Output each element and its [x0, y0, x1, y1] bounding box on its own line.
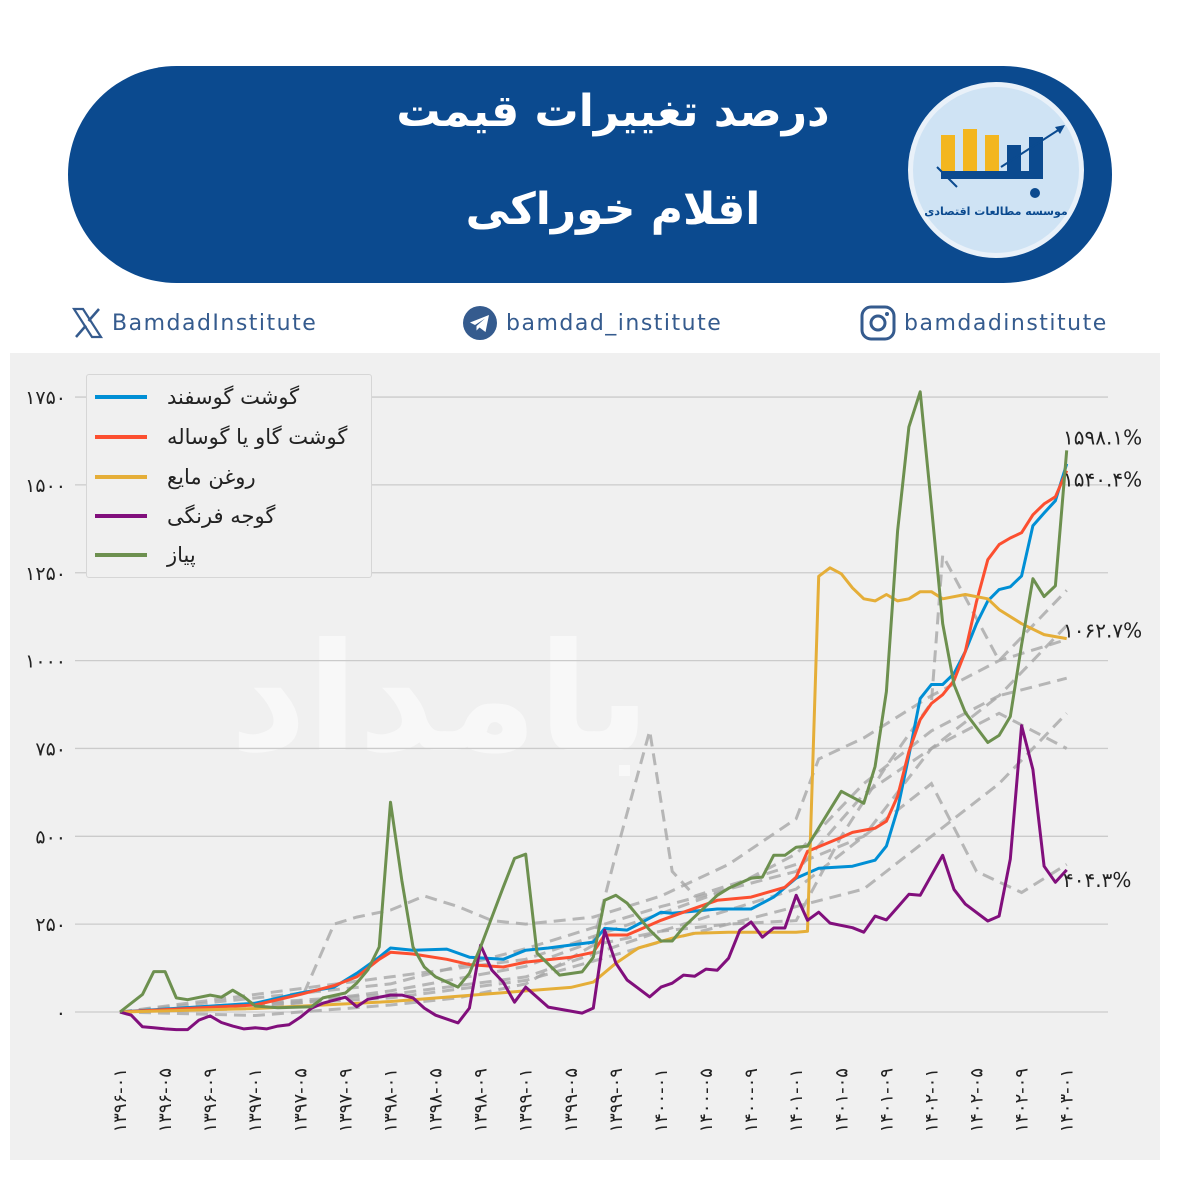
y-tick-label: ۱۲۵۰	[25, 563, 66, 585]
y-tick-label: ۰	[56, 1002, 66, 1024]
legend-label: گوشت گوسفند	[167, 385, 300, 409]
chart-legend: گوشت گوسفند گوشت گاو یا گوساله روغن مایع…	[86, 374, 372, 578]
social-telegram[interactable]: bamdad_institute	[462, 304, 722, 342]
line-chart: بامداد ۰ ۲۵۰ ۵۰۰ ۷۵۰ ۱۰۰۰ ۱۲۵۰ ۱۵۰۰ ۱۷۵۰ ۱۳۹۶-۰…	[25, 387, 1142, 1133]
series-line-onion	[119, 390, 1069, 1014]
series-line-beef	[119, 470, 1069, 1014]
x-tick-label: ۱۳۹۶-۰۹	[200, 1068, 221, 1133]
x-tick-label: ۱۳۹۹-۰۹	[606, 1068, 627, 1133]
instagram-handle[interactable]: bamdadinstitute	[904, 310, 1108, 336]
series-line-cooking-oil	[119, 566, 1067, 1014]
other-item-series-line	[119, 781, 1068, 1014]
x-tick-label: ۱۳۹۶-۰۱	[110, 1068, 131, 1133]
legend-swatch	[95, 553, 147, 557]
x-tick-label: ۱۳۹۸-۰۵	[426, 1068, 447, 1133]
x-tick-label: ۱۳۹۶-۰۵	[155, 1068, 176, 1133]
legend-swatch	[95, 435, 147, 439]
y-tick-label: ۷۵۰	[35, 738, 66, 760]
x-tick-label: ۱۳۹۷-۰۵	[290, 1068, 311, 1133]
x-tick-label: ۱۴۰۰-۰۹	[741, 1068, 762, 1133]
x-tick-label: ۱۳۹۷-۰۹	[335, 1068, 356, 1133]
end-value-annotation: ۱۵۹۸.۱%	[1063, 425, 1142, 449]
x-tick-label: ۱۳۹۷-۰۱	[245, 1068, 266, 1133]
y-tick-label: ۱۰۰۰	[25, 651, 66, 673]
x-tick-label: ۱۴۰۱-۰۱	[786, 1068, 807, 1133]
legend-swatch	[95, 395, 147, 399]
end-value-annotation: ۱۵۴۰.۴%	[1063, 468, 1142, 492]
y-tick-label: ۵۰۰	[35, 826, 66, 848]
y-tick-label: ۱۵۰۰	[25, 475, 66, 497]
x-tick-label: ۱۳۹۹-۰۵	[561, 1068, 582, 1133]
legend-item-sheep-meat: گوشت گوسفند	[95, 377, 299, 417]
x-tick-label: ۱۴۰۳-۰۱	[1057, 1068, 1078, 1133]
other-item-series-line	[119, 549, 1068, 1018]
legend-label: گوجه فرنگی	[167, 504, 276, 528]
page-title-line-2: اقلام خوراکی	[465, 184, 761, 235]
telegram-icon	[463, 306, 497, 340]
social-x[interactable]: BamdadInstitute	[70, 304, 317, 342]
legend-swatch	[95, 475, 147, 479]
bamdad-logo: موسسه مطالعات اقتصادی	[908, 82, 1084, 258]
x-tick-label: ۱۴۰۲-۰۱	[921, 1068, 942, 1133]
x-tick-label: ۱۳۹۸-۰۱	[380, 1068, 401, 1133]
telegram-handle[interactable]: bamdad_institute	[506, 310, 723, 336]
y-tick-label: ۱۷۵۰	[25, 387, 66, 409]
x-tick-label: ۱۴۰۲-۰۵	[967, 1068, 988, 1133]
legend-label: روغن مایع	[167, 465, 256, 489]
end-value-annotation: ۱۰۶۲.۷%	[1063, 619, 1142, 643]
other-item-series-line	[119, 676, 1068, 1014]
x-tick-label: ۱۴۰۰-۰۵	[696, 1068, 717, 1133]
x-tick-label: ۱۴۰۰-۰۱	[651, 1068, 672, 1133]
legend-item-beef: گوشت گاو یا گوساله	[95, 417, 347, 457]
watermark-logo: بامداد	[230, 612, 651, 786]
x-handle[interactable]: BamdadInstitute	[112, 310, 318, 336]
series-line-tomato	[119, 724, 1068, 1032]
logo-graphic: موسسه مطالعات اقتصادی	[924, 125, 1068, 218]
legend-item-tomato: گوجه فرنگی	[95, 496, 275, 536]
y-tick-label: ۲۵۰	[35, 914, 66, 936]
other-item-series-line	[119, 711, 1068, 1014]
page-title-line-1: درصد تغییرات قیمت	[396, 86, 830, 137]
instagram-icon	[860, 305, 896, 341]
other-item-series-line	[119, 638, 1068, 1014]
logo-subtitle: موسسه مطالعات اقتصادی	[924, 205, 1067, 218]
legend-label: گوشت گاو یا گوساله	[167, 425, 348, 449]
x-tick-label: ۱۴۰۱-۰۵	[831, 1068, 852, 1133]
legend-label: پیاز	[167, 543, 196, 567]
other-item-series-line	[119, 712, 1068, 1014]
social-instagram[interactable]: bamdadinstitute	[860, 304, 1108, 342]
legend-swatch	[95, 514, 147, 518]
chart-panel: بامداد ۰ ۲۵۰ ۵۰۰ ۷۵۰ ۱۰۰۰ ۱۲۵۰ ۱۵۰۰ ۱۷۵۰ ۱۳۹۶-۰…	[10, 353, 1160, 1160]
x-icon	[71, 307, 104, 339]
legend-item-cooking-oil: روغن مایع	[95, 457, 256, 497]
x-tick-label: ۱۴۰۱-۰۹	[876, 1068, 897, 1133]
x-tick-label: ۱۳۹۸-۰۹	[471, 1068, 492, 1133]
x-tick-label: ۱۳۹۹-۰۱	[516, 1068, 537, 1133]
x-tick-label: ۱۴۰۲-۰۹	[1012, 1068, 1033, 1133]
end-value-annotation: ۴۰۴.۳%	[1063, 868, 1131, 892]
legend-item-onion: پیاز	[95, 535, 196, 575]
